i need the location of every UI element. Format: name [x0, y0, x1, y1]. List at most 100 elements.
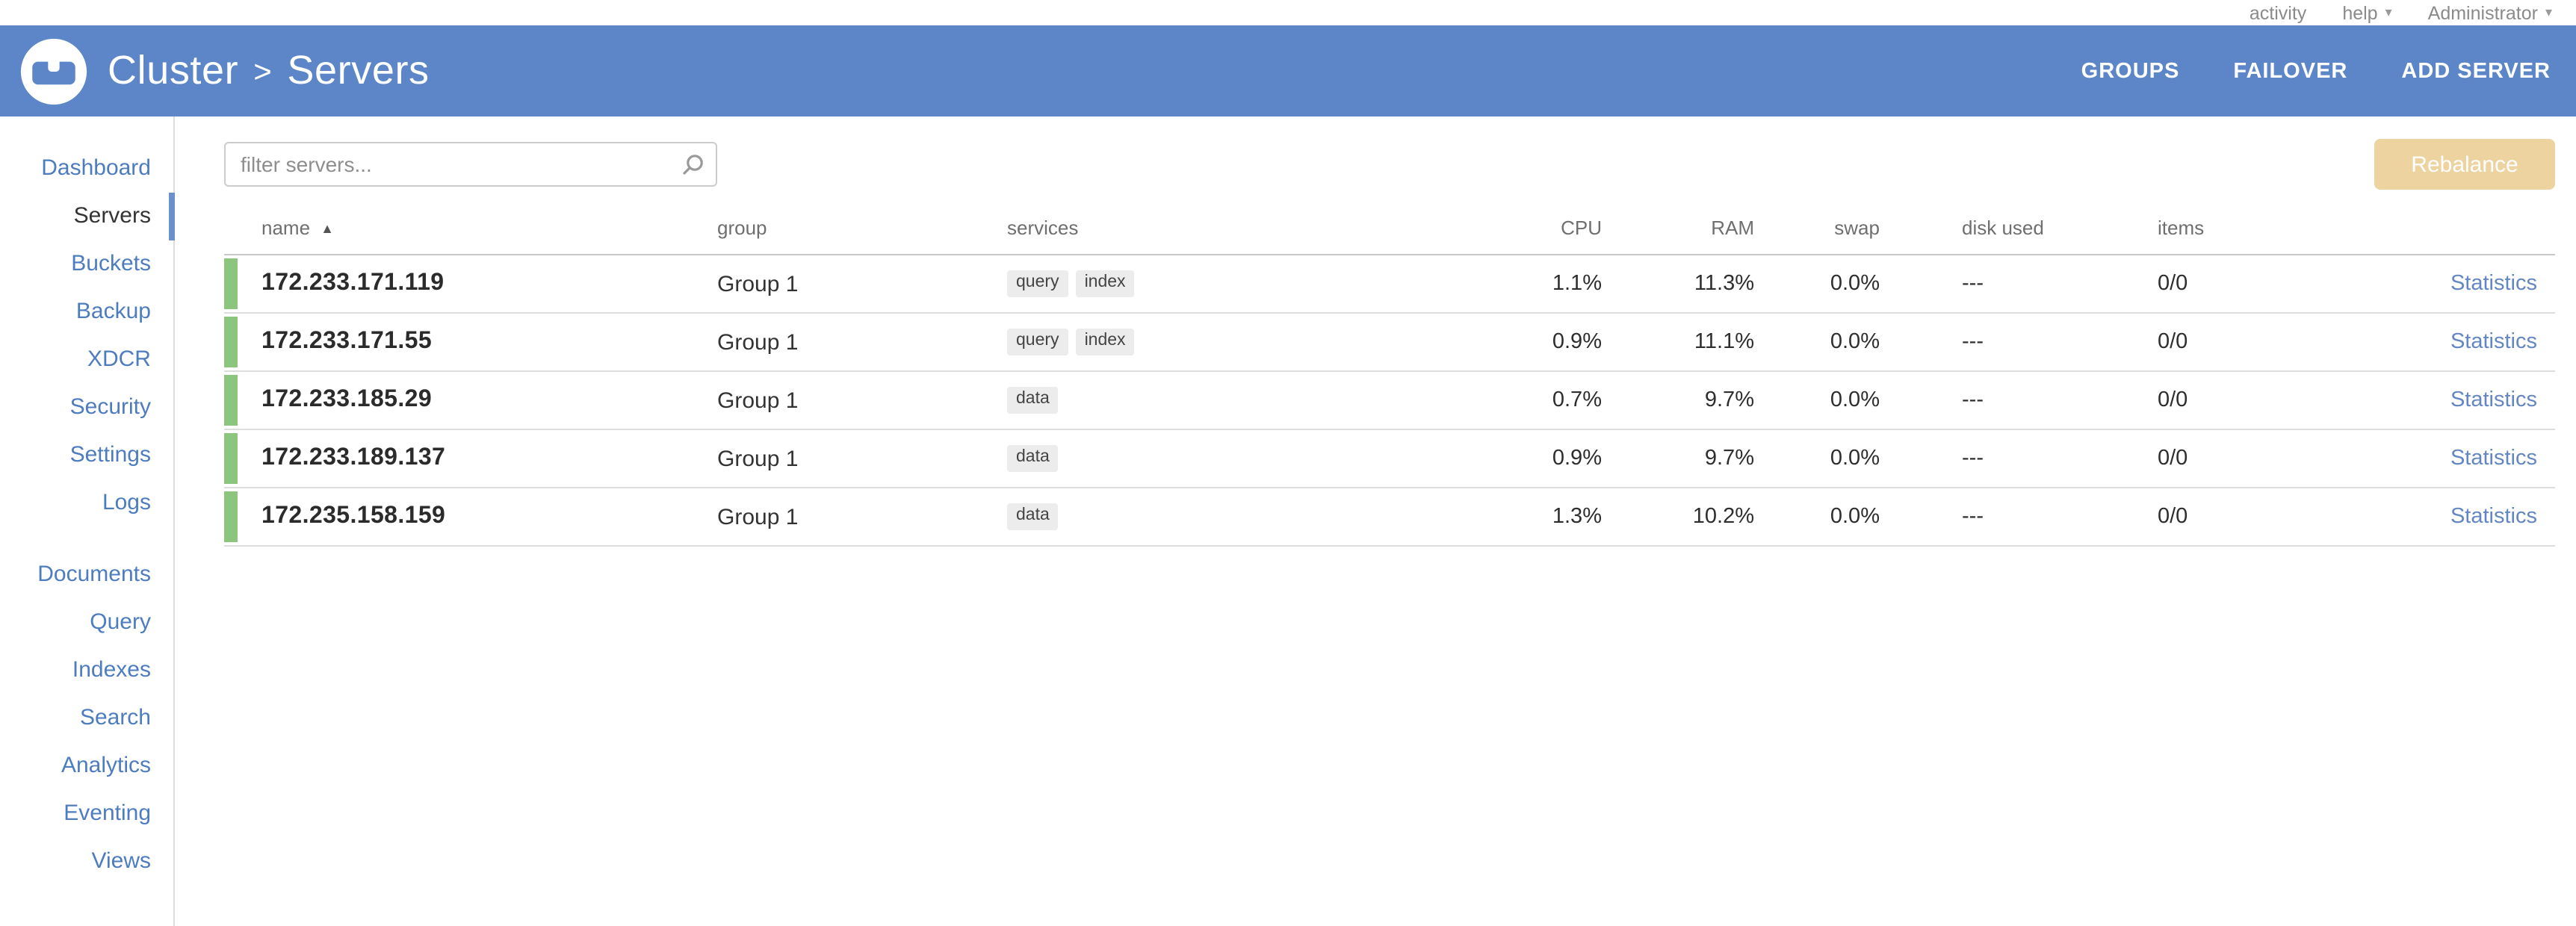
server-row: 172.233.189.137 Group 1 data 0.9% 9.7% 0… [224, 430, 2555, 488]
column-header-group[interactable]: group [717, 217, 1007, 239]
search-icon [681, 154, 704, 176]
user-menu-bar: activity help▾ Administrator▾ [0, 0, 2576, 25]
sort-ascending-icon: ▲ [321, 220, 334, 235]
table-body: 172.233.171.119 Group 1 queryindex 1.1% … [224, 255, 2555, 547]
caret-down-icon: ▾ [2385, 4, 2392, 21]
server-ram: 11.3% [1602, 272, 1754, 296]
server-cpu: 1.3% [1306, 505, 1602, 529]
server-services: data [1007, 388, 1306, 414]
sidebar: DashboardServersBucketsBackupXDCRSecurit… [0, 116, 175, 926]
server-disk-used: --- [1880, 330, 2092, 354]
server-name-cell: 172.235.158.159 [224, 488, 717, 545]
rebalance-button[interactable]: Rebalance [2374, 139, 2555, 190]
server-items: 0/0 [2092, 505, 2301, 529]
active-item-marker [169, 193, 175, 240]
server-name-cell: 172.233.171.55 [224, 314, 717, 370]
server-name-cell: 172.233.185.29 [224, 372, 717, 429]
sidebar-item-documents[interactable]: Documents [0, 551, 173, 599]
sidebar-item-query[interactable]: Query [0, 599, 173, 647]
column-header-disk-used[interactable]: disk used [1880, 217, 2092, 239]
sidebar-item-logs[interactable]: Logs [0, 479, 173, 527]
sidebar-item-search[interactable]: Search [0, 694, 173, 742]
filter-servers-input[interactable] [224, 142, 717, 187]
statistics-link[interactable]: Statistics [2450, 272, 2537, 296]
server-statistics-cell: Statistics [2301, 270, 2555, 297]
server-statistics-cell: Statistics [2301, 445, 2555, 472]
server-cpu: 0.9% [1306, 330, 1602, 354]
server-cpu: 1.1% [1306, 272, 1602, 296]
statistics-link[interactable]: Statistics [2450, 388, 2537, 412]
main-content: Rebalance name ▲ group services CPU RAM … [224, 139, 2555, 547]
column-header-items[interactable]: items [2092, 217, 2301, 239]
server-disk-used: --- [1880, 505, 2092, 529]
sidebar-item-analytics[interactable]: Analytics [0, 742, 173, 790]
servers-toolbar: Rebalance [224, 139, 2555, 190]
server-health-indicator [224, 317, 238, 367]
server-row: 172.233.171.55 Group 1 queryindex 0.9% 1… [224, 314, 2555, 372]
service-badge-data: data [1007, 446, 1059, 472]
server-ram: 10.2% [1602, 505, 1754, 529]
sidebar-item-indexes[interactable]: Indexes [0, 647, 173, 694]
server-group: Group 1 [717, 446, 1007, 471]
server-group: Group 1 [717, 271, 1007, 296]
breadcrumb-separator-icon: > [253, 55, 272, 90]
statistics-link[interactable]: Statistics [2450, 505, 2537, 529]
server-name: 172.235.158.159 [261, 503, 445, 530]
server-group: Group 1 [717, 504, 1007, 529]
breadcrumb-root[interactable]: Cluster [108, 48, 238, 94]
table-header-row: name ▲ group services CPU RAM swap disk … [224, 211, 2555, 255]
server-disk-used: --- [1880, 447, 2092, 470]
server-ram: 9.7% [1602, 388, 1754, 412]
server-items: 0/0 [2092, 447, 2301, 470]
sidebar-item-servers[interactable]: Servers [0, 193, 173, 240]
server-services: queryindex [1007, 329, 1306, 355]
column-header-cpu[interactable]: CPU [1306, 217, 1602, 239]
column-header-services[interactable]: services [1007, 217, 1306, 239]
administrator-menu[interactable]: Administrator▾ [2428, 2, 2552, 23]
server-swap: 0.0% [1754, 447, 1880, 470]
server-disk-used: --- [1880, 272, 2092, 296]
server-row: 172.235.158.159 Group 1 data 1.3% 10.2% … [224, 488, 2555, 547]
statistics-link[interactable]: Statistics [2450, 330, 2537, 354]
help-menu[interactable]: help▾ [2342, 2, 2391, 23]
statistics-link[interactable]: Statistics [2450, 447, 2537, 470]
server-swap: 0.0% [1754, 330, 1880, 354]
activity-menu[interactable]: activity [2250, 2, 2306, 23]
server-services: queryindex [1007, 271, 1306, 297]
groups-button[interactable]: GROUPS [2081, 59, 2180, 83]
column-header-ram[interactable]: RAM [1602, 217, 1754, 239]
server-statistics-cell: Statistics [2301, 503, 2555, 530]
service-badge-index: index [1076, 329, 1135, 355]
server-statistics-cell: Statistics [2301, 329, 2555, 355]
sidebar-item-eventing[interactable]: Eventing [0, 790, 173, 838]
column-header-name[interactable]: name ▲ [224, 217, 717, 239]
server-swap: 0.0% [1754, 505, 1880, 529]
caret-down-icon: ▾ [2545, 4, 2552, 21]
sidebar-item-dashboard[interactable]: Dashboard [0, 145, 173, 193]
server-items: 0/0 [2092, 272, 2301, 296]
service-badge-data: data [1007, 388, 1059, 414]
server-name: 172.233.189.137 [261, 445, 445, 472]
column-header-label: name [261, 217, 310, 239]
server-swap: 0.0% [1754, 272, 1880, 296]
server-services: data [1007, 446, 1306, 472]
server-health-indicator [224, 258, 238, 309]
failover-button[interactable]: FAILOVER [2233, 59, 2347, 83]
app-header: Cluster > Servers GROUPSFAILOVERADD SERV… [0, 25, 2576, 116]
server-row: 172.233.171.119 Group 1 queryindex 1.1% … [224, 255, 2555, 314]
column-header-swap[interactable]: swap [1754, 217, 1880, 239]
sidebar-item-xdcr[interactable]: XDCR [0, 336, 173, 384]
sidebar-item-settings[interactable]: Settings [0, 432, 173, 479]
server-disk-used: --- [1880, 388, 2092, 412]
app-root: activity help▾ Administrator▾ Cluster > Se… [0, 0, 2576, 926]
server-group: Group 1 [717, 329, 1007, 355]
add-server-button[interactable]: ADD SERVER [2401, 59, 2551, 83]
server-items: 0/0 [2092, 330, 2301, 354]
server-name-cell: 172.233.171.119 [224, 255, 717, 312]
sidebar-item-security[interactable]: Security [0, 384, 173, 432]
sidebar-item-views[interactable]: Views [0, 838, 173, 886]
header-actions: GROUPS FAILOVER ADD SERVER [2081, 59, 2551, 83]
server-name: 172.233.185.29 [261, 387, 432, 414]
sidebar-item-buckets[interactable]: Buckets [0, 240, 173, 288]
sidebar-item-backup[interactable]: Backup [0, 288, 173, 336]
